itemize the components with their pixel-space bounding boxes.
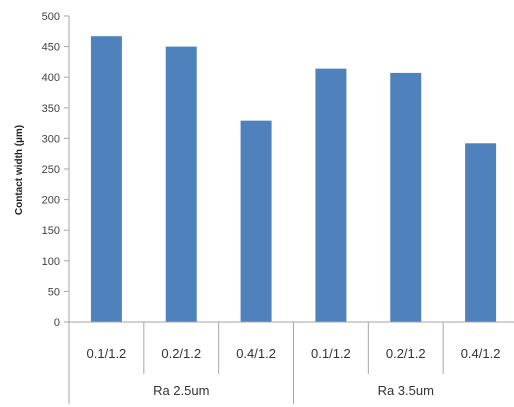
y-tick-label: 150 [42, 225, 60, 237]
y-axis-label: Contact width (µm) [14, 125, 25, 215]
x-group-label: Ra 3.5um [378, 383, 434, 398]
x-category-label: 0.1/1.2 [311, 346, 351, 361]
x-group-label: Ra 2.5um [153, 383, 209, 398]
x-category-label: 0.4/1.2 [236, 346, 276, 361]
bar [465, 143, 496, 322]
bar [315, 69, 346, 322]
x-category-label: 0.1/1.2 [87, 346, 127, 361]
y-tick-label: 500 [42, 11, 60, 23]
y-tick-label: 0 [54, 317, 60, 329]
bar [390, 73, 421, 322]
y-tick-label: 50 [48, 286, 60, 298]
x-category-label: 0.4/1.2 [461, 346, 501, 361]
bar [241, 121, 272, 322]
y-tick-label: 300 [42, 133, 60, 145]
y-tick-label: 100 [42, 256, 60, 268]
y-tick-label: 200 [42, 195, 60, 207]
y-tick-label: 400 [42, 72, 60, 84]
bar [166, 47, 197, 322]
x-category-label: 0.2/1.2 [386, 346, 426, 361]
y-tick-label: 350 [42, 103, 60, 115]
bar [91, 36, 122, 322]
x-category-label: 0.2/1.2 [161, 346, 201, 361]
y-tick-label: 450 [42, 42, 60, 54]
y-tick-label: 250 [42, 164, 60, 176]
